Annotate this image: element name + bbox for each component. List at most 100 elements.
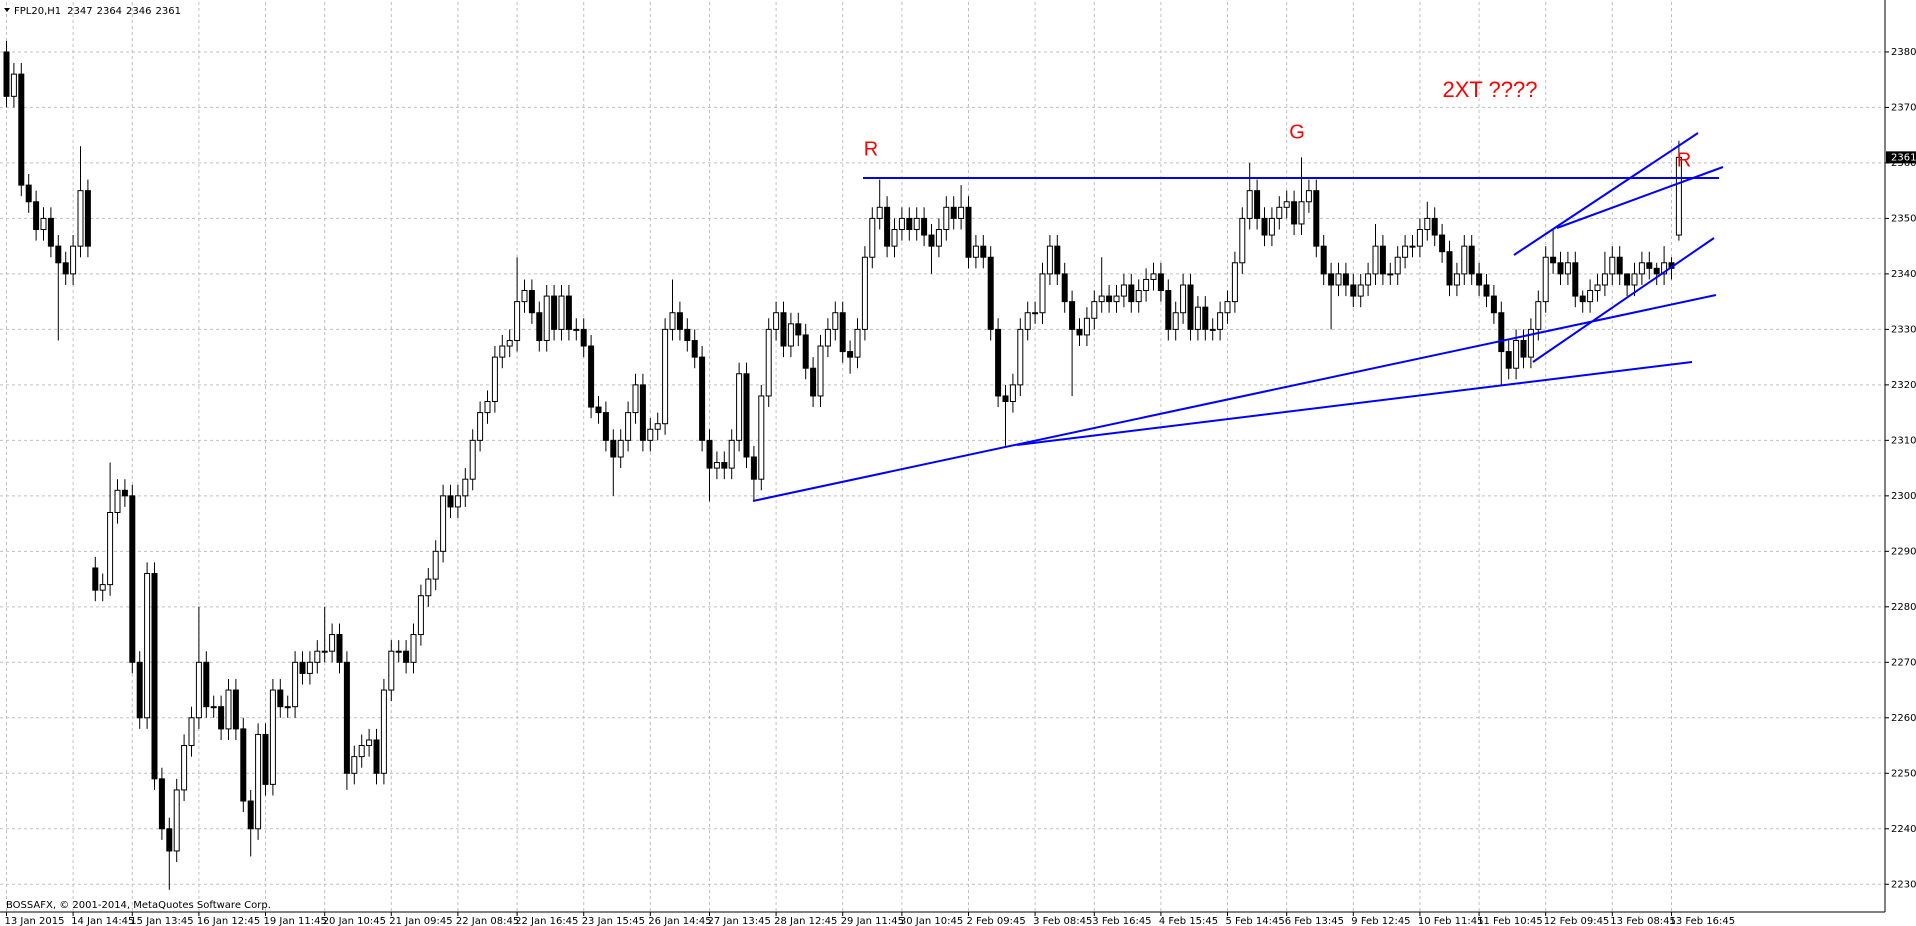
candle-body — [669, 312, 676, 330]
candle-body — [810, 367, 817, 397]
candle-body — [447, 495, 454, 508]
y-tick-label: 2310 — [1891, 435, 1916, 446]
candle-body — [410, 634, 417, 663]
candle-body — [765, 328, 772, 397]
candle-body — [1483, 284, 1490, 297]
candle-body — [114, 489, 121, 513]
candle-body — [580, 328, 587, 347]
candle-body — [336, 634, 343, 663]
candle-body — [491, 356, 498, 403]
x-tick-label: 11 Feb 10:45 — [1477, 916, 1543, 926]
x-tick-label: 26 Jan 14:45 — [648, 916, 711, 926]
candle-body — [292, 661, 299, 708]
x-tick-label: 13 Jan 2015 — [5, 916, 65, 926]
candle-body — [1217, 312, 1224, 330]
candle-body — [1372, 245, 1379, 275]
candle-body — [1194, 306, 1201, 330]
candle-body — [151, 573, 158, 780]
candle-body — [1165, 290, 1172, 330]
candle-body — [617, 439, 624, 458]
candle-body — [1209, 328, 1216, 331]
candle-body — [928, 234, 935, 247]
candle-body — [1624, 273, 1631, 286]
candle-body — [432, 550, 439, 580]
candle-body — [1439, 234, 1446, 253]
price-box — [1886, 151, 1916, 164]
candle-body — [913, 217, 920, 230]
candle-body — [1587, 290, 1594, 303]
x-tick-label: 21 Jan 09:45 — [389, 916, 452, 926]
candle-body — [780, 312, 787, 347]
candle-body — [62, 262, 69, 275]
candle-body — [906, 217, 913, 230]
candle-body — [417, 595, 424, 636]
candle-body — [1520, 339, 1527, 358]
menu-icon[interactable] — [4, 8, 10, 12]
candle-body — [136, 661, 143, 719]
candle-body — [284, 706, 291, 709]
candle-body — [395, 650, 402, 653]
candle-body — [373, 739, 380, 774]
candle-body — [1350, 284, 1357, 297]
candle-body — [1416, 229, 1423, 247]
low: 2346 — [126, 6, 151, 17]
candle-body — [203, 661, 210, 708]
candle-body — [1609, 256, 1616, 275]
candle-body — [1535, 301, 1542, 330]
candle-body — [1476, 273, 1483, 286]
candle-body — [358, 745, 365, 758]
candle-body — [1646, 262, 1653, 269]
candle-body — [706, 439, 713, 469]
candle-body — [1120, 284, 1127, 297]
candle-body — [1431, 217, 1438, 236]
candle-body — [1564, 262, 1571, 275]
candle-body — [884, 206, 891, 247]
candle-body — [1091, 301, 1098, 319]
candle-body — [565, 295, 572, 330]
close: 2361 — [156, 6, 181, 17]
candle-body — [70, 245, 77, 275]
candle-body — [1631, 273, 1638, 286]
candle-body — [240, 728, 247, 802]
candle-body — [750, 456, 757, 480]
candle-body — [1046, 245, 1053, 275]
annotation: 2XT ???? — [1442, 77, 1537, 102]
annotation: R — [1677, 149, 1691, 171]
candle-body — [1246, 190, 1253, 219]
candle-body — [277, 689, 284, 708]
candle-body — [1143, 278, 1150, 292]
candle-body — [721, 462, 728, 469]
candle-body — [1557, 262, 1564, 275]
annotation: G — [1289, 121, 1305, 143]
candle-body — [166, 828, 173, 852]
candle-body — [1335, 273, 1342, 286]
candle-body — [1579, 295, 1586, 303]
candle-body — [1202, 306, 1209, 330]
candle-body — [1106, 295, 1113, 303]
x-tick-label: 13 Feb 08:45 — [1610, 916, 1676, 926]
candle-body — [1468, 245, 1475, 275]
candle-body — [506, 339, 513, 347]
candle-body — [1291, 201, 1298, 225]
x-tick-label: 23 Jan 15:45 — [582, 916, 645, 926]
candle-body — [299, 661, 306, 674]
candle-body — [1083, 317, 1090, 336]
x-tick-label: 20 Jan 10:45 — [323, 916, 386, 926]
candle-body — [1305, 190, 1312, 203]
candle-body — [1098, 295, 1105, 303]
candle-body — [728, 439, 735, 469]
candle-body — [1254, 190, 1261, 219]
x-tick-label: 9 Feb 12:45 — [1351, 916, 1410, 926]
candle-body — [425, 578, 432, 597]
candle-body — [1446, 251, 1453, 286]
candle-body — [699, 356, 706, 441]
candle-body — [25, 184, 32, 203]
x-tick-label: 4 Feb 15:45 — [1159, 916, 1218, 926]
candle-body — [691, 339, 698, 358]
candle-body — [351, 756, 358, 774]
y-tick-label: 2360 — [1891, 158, 1916, 169]
candle-body — [995, 328, 1002, 397]
candle-body — [921, 217, 928, 236]
